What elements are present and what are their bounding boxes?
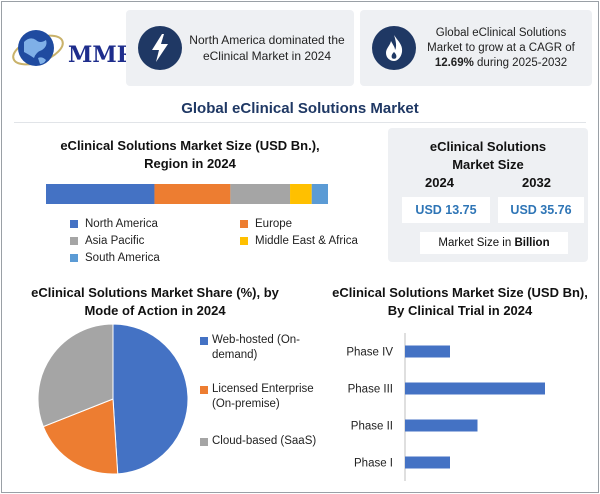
lightning-icon	[138, 26, 182, 70]
legend-swatch	[240, 237, 248, 245]
cagr-value: 12.69%	[434, 56, 474, 69]
legend-asia-pacific: Asia Pacific	[70, 235, 144, 247]
header-card-cagr: Global eClinical Solutions Market to gro…	[360, 10, 592, 86]
pie-legend-web-hosted: Web-hosted (On-demand)	[200, 333, 328, 363]
globe-icon	[12, 30, 64, 66]
legend-swatch	[240, 220, 248, 228]
legend-mea: Middle East & Africa	[240, 235, 358, 247]
mmr-logo: MMR	[8, 14, 135, 84]
legend-swatch	[70, 220, 78, 228]
header-card-dominance: North America dominated the eClinical Ma…	[126, 10, 354, 86]
page-title: Global eClinical Solutions Market	[181, 100, 419, 117]
legend-swatch	[70, 254, 78, 262]
header-card-text: North America dominated the eClinical Ma…	[189, 33, 345, 63]
cagr-text: Global eClinical Solutions Market to gro…	[427, 26, 575, 69]
year-2032-label: 2032	[522, 175, 551, 190]
legend-south-america: South America	[70, 252, 160, 264]
unit-note: Market Size in Billion	[420, 232, 568, 254]
legend-swatch	[70, 237, 78, 245]
divider	[14, 122, 586, 123]
pie-legend-cloud: Cloud-based (SaaS)	[200, 434, 328, 449]
legend-swatch	[200, 386, 208, 394]
logo-text: MMR	[68, 42, 135, 68]
legend-north-america: North America	[70, 218, 158, 230]
region-chart-title: eClinical Solutions Market Size (USD Bn.…	[60, 138, 320, 171]
pie-legend-licensed: Licensed Enterprise (On-premise)	[200, 382, 328, 412]
phase-chart-title: eClinical Solutions Market Size (USD Bn)…	[332, 285, 588, 318]
year-2024-label: 2024	[425, 175, 454, 190]
market-size-title: eClinical Solutions Market Size	[429, 139, 547, 172]
legend-swatch	[200, 337, 208, 345]
value-2032: USD 35.76	[498, 197, 584, 223]
pie-chart-title: eClinical Solutions Market Share (%), by…	[31, 285, 279, 318]
value-2024: USD 13.75	[402, 197, 490, 223]
flame-icon	[372, 26, 416, 70]
legend-europe: Europe	[240, 218, 292, 230]
legend-swatch	[200, 438, 208, 446]
